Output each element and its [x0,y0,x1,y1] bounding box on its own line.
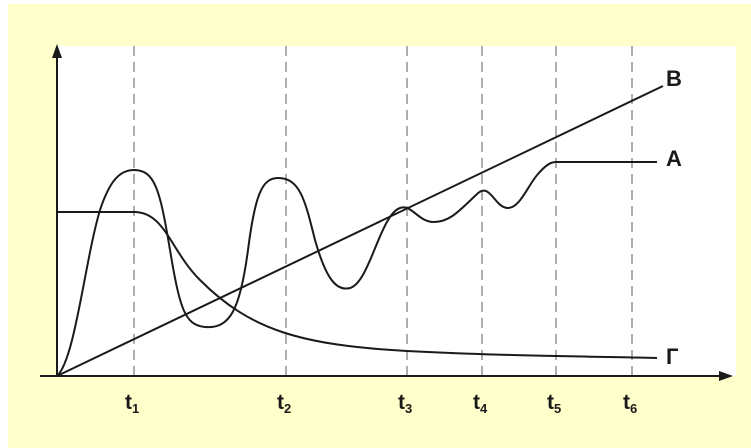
x-axis-arrow-icon [719,371,733,381]
tick-label-t2: t2 [277,391,291,416]
curve-v [56,85,664,377]
curve-g [57,211,658,359]
y-axis-arrow-icon [52,44,62,58]
tick-label-t5: t5 [547,391,561,416]
tick-label-t3: t3 [398,391,412,416]
tick-label-t6: t6 [623,391,637,416]
tick-labels: t1 t2 t3 t4 t5 t6 [125,391,637,416]
curve-label-v: В [666,66,682,91]
curve-a [56,161,657,377]
curve-label-g: Г [666,344,679,369]
tick-label-t4: t4 [473,391,488,416]
tick-label-t1: t1 [125,391,139,416]
curve-label-a: А [666,146,682,171]
